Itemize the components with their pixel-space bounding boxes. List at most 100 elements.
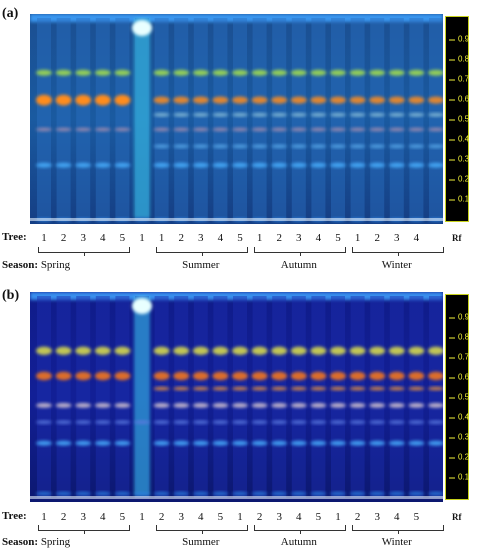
tlc-band bbox=[173, 162, 190, 168]
tlc-band bbox=[388, 346, 405, 355]
tlc-band bbox=[36, 69, 52, 76]
tlc-band bbox=[388, 491, 405, 496]
lane-track bbox=[331, 18, 345, 220]
tlc-band bbox=[251, 386, 268, 391]
tlc-band bbox=[192, 420, 209, 424]
tlc-band bbox=[153, 69, 170, 76]
tlc-band bbox=[251, 491, 268, 496]
season-bracket bbox=[38, 247, 131, 256]
tlc-band bbox=[94, 127, 111, 132]
tlc-band bbox=[349, 420, 366, 424]
season-name: Winter bbox=[381, 536, 412, 548]
tlc-band bbox=[212, 346, 229, 355]
tlc-band bbox=[408, 440, 425, 446]
tlc-band bbox=[36, 94, 52, 106]
tlc-band bbox=[271, 96, 288, 104]
lane-track bbox=[350, 18, 365, 220]
tlc-band bbox=[349, 491, 366, 496]
tlc-band bbox=[232, 113, 248, 117]
tlc-band bbox=[369, 69, 386, 76]
tlc-band bbox=[330, 371, 346, 381]
season-row-b: Season: Spring bbox=[2, 536, 71, 548]
tlc-band bbox=[212, 420, 229, 424]
tlc-band bbox=[153, 162, 170, 168]
lane-track bbox=[331, 296, 345, 498]
tlc-band bbox=[388, 440, 405, 446]
rf-tick: 0.8 bbox=[448, 54, 470, 64]
tlc-band bbox=[114, 491, 131, 496]
season-bracket bbox=[351, 525, 444, 534]
tlc-band bbox=[212, 127, 229, 132]
tlc-band bbox=[349, 403, 366, 408]
rf-tick: 0.2 bbox=[448, 452, 470, 462]
lane-track bbox=[252, 18, 267, 220]
tlc-band bbox=[114, 94, 131, 106]
panel-a-label: (a) bbox=[2, 6, 19, 21]
lane-track bbox=[37, 18, 51, 220]
lane-number: 2 bbox=[354, 511, 361, 523]
tlc-band bbox=[251, 96, 268, 104]
tlc-band bbox=[388, 386, 405, 391]
tlc-band bbox=[369, 144, 386, 149]
tlc-band bbox=[251, 420, 268, 424]
lane-track bbox=[115, 18, 130, 220]
tlc-band bbox=[271, 420, 288, 424]
lane-number: 2 bbox=[60, 511, 67, 523]
lane-number: 5 bbox=[119, 232, 126, 244]
solvent-front bbox=[30, 14, 443, 22]
tlc-band bbox=[349, 69, 366, 76]
tlc-band bbox=[212, 386, 229, 391]
tlc-band bbox=[212, 403, 229, 408]
tlc-band bbox=[75, 491, 92, 496]
tlc-band bbox=[36, 346, 52, 355]
lane-track bbox=[213, 296, 228, 498]
tlc-band bbox=[251, 371, 268, 381]
tlc-band bbox=[75, 371, 92, 381]
tlc-band bbox=[173, 69, 190, 76]
lane-track bbox=[389, 296, 404, 498]
lane-number: 1 bbox=[158, 232, 165, 244]
tlc-band bbox=[173, 403, 190, 408]
tlc-band bbox=[369, 403, 386, 408]
tlc-band bbox=[408, 403, 425, 408]
tlc-band bbox=[271, 403, 288, 408]
tlc-band bbox=[290, 386, 307, 391]
tlc-band bbox=[290, 371, 307, 381]
lane-track bbox=[291, 296, 306, 498]
tlc-band bbox=[271, 386, 288, 391]
standard-spot bbox=[132, 298, 152, 314]
tlc-band bbox=[192, 346, 209, 355]
tlc-band bbox=[75, 127, 92, 132]
tlc-band bbox=[55, 346, 72, 355]
tlc-band bbox=[408, 346, 425, 355]
tlc-band bbox=[192, 491, 209, 496]
lane-number: 3 bbox=[394, 232, 400, 244]
lane-track bbox=[291, 18, 306, 220]
rf-tick: 0.6 bbox=[448, 94, 470, 104]
lane-number: 3 bbox=[178, 511, 184, 523]
tlc-plate-a-image bbox=[30, 14, 443, 224]
tlc-band bbox=[330, 96, 346, 104]
rf-tick: 0.7 bbox=[448, 352, 470, 362]
tlc-band bbox=[232, 346, 248, 355]
tlc-band bbox=[408, 113, 425, 117]
standard-spot bbox=[132, 20, 152, 36]
lane-track bbox=[389, 18, 404, 220]
tlc-band bbox=[114, 69, 131, 76]
tlc-band bbox=[310, 346, 327, 355]
season-bracket bbox=[155, 247, 248, 256]
lane-track bbox=[311, 296, 326, 498]
tlc-band bbox=[369, 371, 386, 381]
season-name: Winter bbox=[381, 259, 412, 271]
tlc-band bbox=[310, 403, 327, 408]
tlc-band bbox=[232, 127, 248, 132]
tlc-band bbox=[388, 113, 405, 117]
tlc-band bbox=[388, 420, 405, 424]
tlc-band bbox=[232, 69, 248, 76]
lane-track bbox=[350, 296, 365, 498]
tlc-band bbox=[173, 371, 190, 381]
lane-number: 3 bbox=[276, 511, 282, 523]
tlc-band bbox=[349, 113, 366, 117]
lane-number: 2 bbox=[158, 511, 165, 523]
tlc-band bbox=[55, 403, 72, 408]
